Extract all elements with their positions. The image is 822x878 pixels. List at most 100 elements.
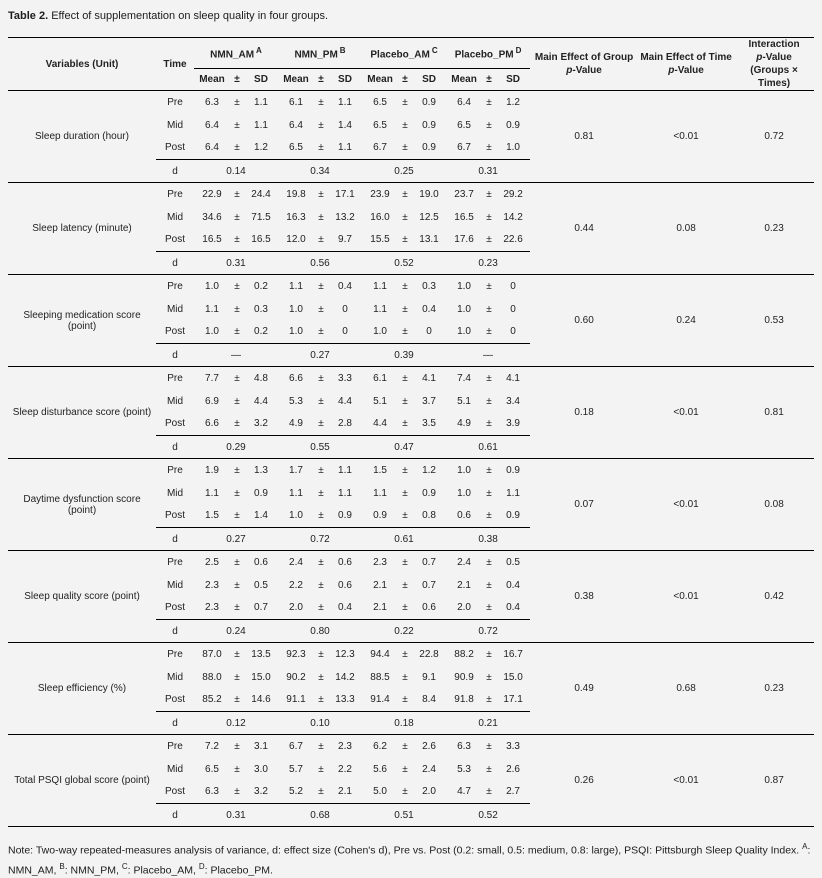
plus-minus-sign: ± [234,763,240,775]
effect-size-row: d 0.14 0.34 0.25 0.31 [8,159,814,183]
group-name: Placebo_AM [370,49,430,61]
sd-value: 0.6 [254,556,268,568]
pm-header: ± [398,68,413,92]
effect-size-value: 0.56 [278,251,363,275]
main-effect-time-header: Main Effect of Time p-Value [638,37,735,91]
pm-header: ± [482,68,497,92]
mean-value: 1.1 [289,280,303,292]
effect-size-label: d [156,527,194,551]
mean-value: 91.1 [278,688,314,712]
plus-minus-sign: ± [234,188,240,200]
note-superscript: D [198,861,205,871]
mean-value: 1.1 [373,303,387,315]
sd-value: 1.2 [244,136,278,160]
note-superscript: A [802,842,808,851]
plus-minus-sign: ± [402,395,408,407]
p-interaction-value: 0.08 [734,458,815,551]
sd-value: 22.8 [419,648,439,660]
variable-name: Total PSQI global score (point) [8,734,156,827]
time-label: Pre [167,372,183,384]
sd-value: 3.7 [422,395,436,407]
time-label: Post [156,320,194,344]
effect-size-row: d 0.29 0.55 0.47 0.61 [8,435,814,459]
table-body: Sleep duration (hour) Pre 6.3 ±1.1 6.1 ±1.1 6.… [8,90,815,827]
mean-value: 4.7 [446,780,483,804]
sd-value: 0.9 [422,96,436,108]
mean-value: 1.1 [205,303,219,315]
mean-value: 1.0 [457,303,471,315]
mean-value: 19.8 [286,188,306,200]
effect-size-row: d 0.24 0.80 0.22 0.72 [8,619,814,643]
p-interaction-value: 0.53 [734,274,815,367]
mean-value: 1.0 [194,320,230,344]
mean-value: 17.6 [446,228,483,252]
plus-minus-sign: ± [230,412,244,436]
table-row: Mid 6.9 ±4.4 5.3 ±4.4 5.1 ±3.7 5.1 ±3.4 [8,390,814,413]
mean-value: 4.9 [446,412,483,436]
p-group-value: 0.38 [530,550,639,643]
group-header-placebo-pm: Placebo_PM D [446,37,531,69]
mean-value: 5.3 [457,763,471,775]
mean-value: 23.7 [454,188,474,200]
effect-size-value: 0.72 [446,619,531,643]
table-row: Post 6.6 ±3.2 4.9 ±2.8 4.4 ±3.5 4.9 ±3.9 [8,412,814,436]
p-group-value: 0.18 [530,366,639,459]
sd-value: 14.2 [503,211,523,223]
p-group-value: 0.07 [530,458,639,551]
effect-size-value: 0.72 [278,527,363,551]
effect-size-value: — [446,343,531,367]
sd-value: 0 [510,280,516,292]
effect-size-value: 0.38 [446,527,531,551]
mean-value: 1.0 [446,320,483,344]
sd-value: 3.3 [506,740,520,752]
table-row: Mid 6.5 ±3.0 5.7 ±2.2 5.6 ±2.4 5.3 ±2.6 [8,758,814,781]
plus-minus-sign: ± [402,96,408,108]
effect-size-value: 0.29 [194,435,278,459]
effect-size-value: — [194,343,278,367]
sd-value: 1.1 [254,96,268,108]
mean-value: 1.0 [457,464,471,476]
table-row: Mid 6.4 ±1.1 6.4 ±1.4 6.5 ±0.9 6.5 ±0.9 [8,114,814,137]
note-text: : NMN_PM, [64,864,122,876]
plus-minus-sign: ± [402,464,408,476]
sd-value: 9.1 [422,671,436,683]
p-time-value: 0.08 [638,182,735,275]
note-text: Note: Two-way repeated-measures analysis… [8,844,803,857]
plus-minus-sign: ± [318,96,324,108]
plus-minus-sign: ± [234,96,240,108]
mean-value: 0.9 [362,504,399,528]
p-value-suffix: -Value [674,65,704,76]
sd-value: 2.1 [328,780,363,804]
plus-minus-sign: ± [482,136,497,160]
mean-value: 6.3 [205,96,219,108]
time-label: Post [156,780,194,804]
mean-value: 34.6 [202,211,222,223]
results-table: Variables (Unit) Time NMN_AM A NMN_PM B Pl… [8,37,815,827]
sd-value: 16.5 [244,228,278,252]
time-label: Post [156,136,194,160]
sd-value: 0.7 [422,556,436,568]
plus-minus-sign: ± [482,688,497,712]
mean-value: 2.3 [205,579,219,591]
mean-value: 1.7 [289,464,303,476]
sd-value: 0 [412,320,447,344]
sd-value: 0.4 [338,280,352,292]
group-name: Placebo_PM [454,49,514,61]
p-interaction-value: 0.81 [734,366,815,459]
p-time-value: 0.24 [638,274,735,367]
p-group-value: 0.44 [530,182,639,275]
effect-size-row: d 0.31 0.56 0.52 0.23 [8,251,814,275]
p-interaction-value: 0.23 [734,182,815,275]
effect-size-value: 0.61 [362,527,447,551]
note-text: : NMN_AM, [8,844,811,877]
sd-value: 1.1 [328,136,363,160]
sd-value: 24.4 [251,188,271,200]
sd-value: 1.0 [496,136,531,160]
plus-minus-sign: ± [402,740,408,752]
plus-minus-sign: ± [402,280,408,292]
pm-header: ± [230,68,244,92]
mean-value: 6.5 [278,136,314,160]
mean-header: Mean [194,68,230,92]
mean-value: 85.2 [194,688,230,712]
sd-value: 1.1 [254,119,268,131]
